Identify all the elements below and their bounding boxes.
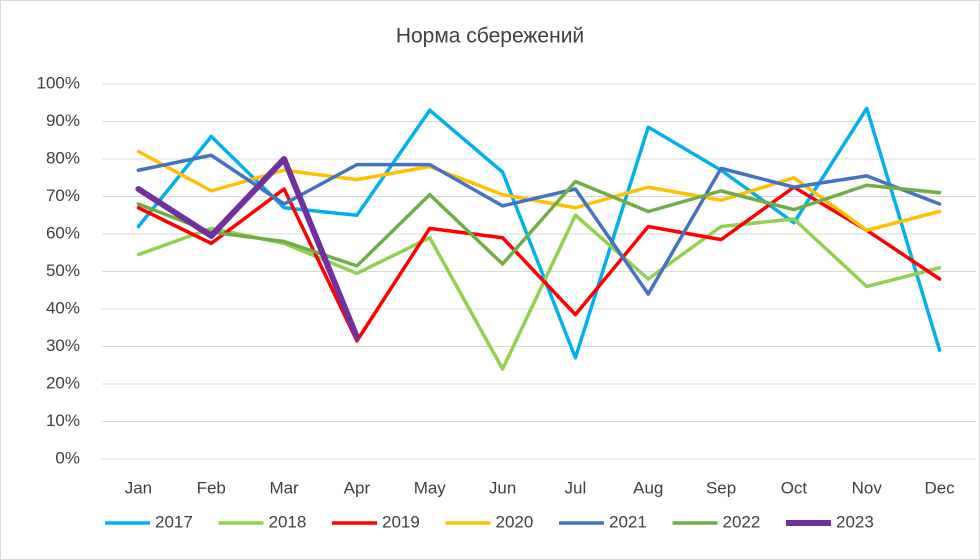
y-tick-label: 80% (46, 148, 80, 167)
x-tick-label: Dec (924, 478, 955, 497)
x-tick-label: Jul (565, 478, 587, 497)
y-tick-label: 0% (55, 448, 80, 467)
series-line (136, 185, 942, 343)
y-tick-label: 40% (46, 298, 80, 317)
legend-label: 2019 (382, 512, 420, 531)
x-tick-label: Jun (489, 478, 516, 497)
chart-title: Норма сбережений (396, 25, 584, 48)
y-tick-label: 100% (37, 73, 80, 92)
legend-label: 2022 (723, 512, 761, 531)
y-tick-label: 50% (46, 261, 80, 280)
x-tick-label: Oct (781, 478, 808, 497)
x-tick-label: Apr (344, 478, 371, 497)
x-tick-label: Jan (125, 478, 152, 497)
legend-label: 2020 (496, 512, 534, 531)
x-tick-label: May (414, 478, 447, 497)
x-tick-label: Mar (269, 478, 299, 497)
x-tick-label: Aug (633, 478, 663, 497)
y-tick-label: 10% (46, 411, 80, 430)
y-tick-label: 30% (46, 336, 80, 355)
legend-label: 2023 (836, 512, 874, 531)
x-tick-label: Feb (197, 478, 226, 497)
series-line (136, 153, 942, 296)
legend-label: 2017 (155, 512, 193, 531)
y-tick-label: 20% (46, 373, 80, 392)
y-tick-label: 70% (46, 186, 80, 205)
legend-label: 2018 (269, 512, 307, 531)
series-line (136, 179, 942, 268)
y-tick-label: 90% (46, 111, 80, 130)
x-tick-label: Nov (852, 478, 883, 497)
x-tick-label: Sep (706, 478, 736, 497)
y-tick-label: 60% (46, 223, 80, 242)
series-line (135, 156, 360, 341)
legend-label: 2021 (609, 512, 647, 531)
